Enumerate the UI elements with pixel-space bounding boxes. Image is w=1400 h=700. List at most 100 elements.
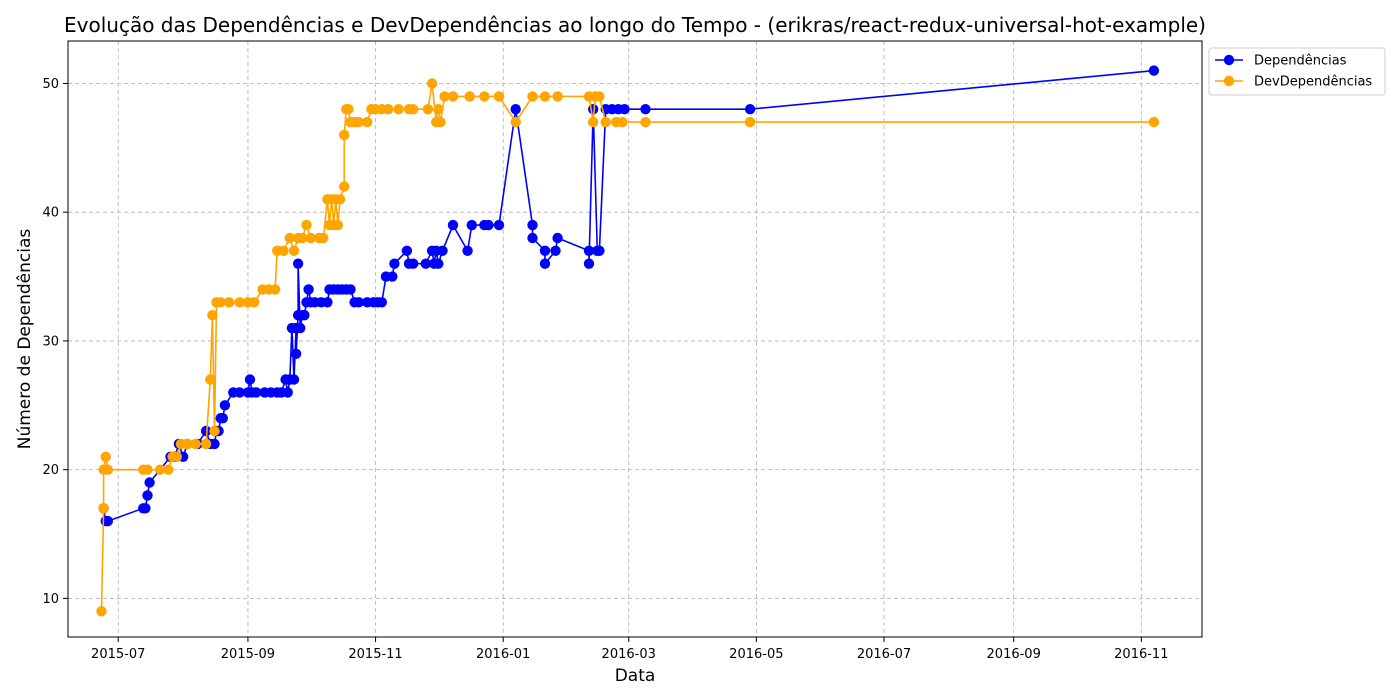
data-point: [382, 104, 394, 115]
legend-label: DevDependências: [1254, 75, 1372, 90]
data-point: [433, 258, 444, 269]
x-tick-label: 2015-07: [91, 647, 145, 662]
legend-label: Dependências: [1254, 54, 1347, 69]
data-point: [322, 297, 333, 308]
x-axis-label: Data: [615, 666, 656, 686]
data-point: [583, 245, 595, 256]
data-point: [435, 116, 446, 128]
data-point: [163, 464, 174, 475]
data-point: [244, 374, 256, 385]
data-point: [466, 219, 477, 231]
data-point: [299, 310, 310, 321]
series-DevDependências: [96, 78, 1160, 617]
data-point: [345, 284, 356, 295]
data-point: [433, 104, 444, 115]
data-point: [234, 387, 245, 398]
data-point: [353, 116, 364, 128]
data-point: [483, 219, 494, 231]
data-point: [510, 104, 521, 115]
data-point: [1148, 116, 1160, 128]
data-point: [426, 78, 438, 89]
data-point: [389, 258, 400, 269]
data-point: [552, 232, 563, 244]
data-point: [600, 116, 611, 128]
data-point: [362, 116, 373, 128]
data-point: [332, 219, 344, 231]
data-point: [249, 297, 260, 308]
x-tick-label: 2016-11: [1114, 647, 1168, 662]
data-point: [619, 104, 630, 115]
data-point: [588, 116, 599, 128]
data-point: [98, 503, 109, 514]
legend-marker: [1223, 54, 1235, 66]
data-point: [305, 232, 316, 244]
data-point: [343, 104, 354, 115]
data-point: [297, 232, 308, 244]
data-point: [493, 219, 505, 231]
data-point: [640, 104, 651, 115]
series-layer: [96, 65, 1160, 617]
data-point: [301, 219, 312, 231]
x-tick-label: 2016-09: [987, 647, 1041, 662]
legend-marker: [1223, 75, 1235, 87]
data-point: [318, 232, 329, 244]
data-point: [439, 91, 450, 102]
legend-box: [1208, 47, 1386, 96]
data-point: [171, 451, 182, 462]
data-point: [100, 451, 111, 462]
data-point: [408, 258, 419, 269]
y-tick-label: 40: [42, 206, 59, 221]
data-point: [288, 374, 300, 385]
data-point: [205, 374, 216, 385]
data-point: [447, 219, 459, 231]
data-point: [339, 129, 350, 141]
y-tick-label: 30: [42, 334, 59, 349]
data-point: [290, 348, 302, 359]
y-tick-label: 20: [42, 463, 59, 478]
series-line: [100, 82, 1154, 612]
chart-title: Evolução das Dependências e DevDependênc…: [64, 13, 1206, 37]
data-point: [437, 245, 448, 256]
tick-layer: 2015-07 2015-09 2015-11 2016-01 2016-03 2016-…: [42, 77, 1168, 662]
legend-entry: Dependências: [1215, 54, 1347, 69]
data-point: [744, 116, 756, 128]
grid-layer: [68, 41, 1202, 637]
x-tick-label: 2015-09: [221, 647, 275, 662]
data-point: [1148, 65, 1160, 76]
legend-entries: Dependências DevDependências: [1215, 54, 1372, 90]
data-point: [479, 91, 490, 102]
data-point: [142, 490, 153, 501]
data-point: [234, 297, 245, 308]
data-point: [527, 232, 538, 244]
data-point: [539, 258, 551, 269]
data-point: [200, 425, 212, 437]
data-point: [295, 322, 306, 334]
data-point: [284, 232, 295, 244]
data-point: [401, 245, 413, 256]
data-point: [190, 438, 201, 450]
data-point: [617, 116, 628, 128]
data-point: [269, 284, 281, 295]
data-point: [278, 245, 289, 256]
data-point: [539, 245, 551, 256]
data-point: [207, 310, 218, 321]
data-point: [200, 438, 212, 450]
data-point: [527, 219, 538, 231]
data-point: [493, 91, 505, 102]
data-point: [583, 258, 595, 269]
data-point: [251, 387, 262, 398]
data-point: [102, 515, 114, 527]
data-point: [527, 91, 538, 102]
legend: Dependências DevDependências: [1208, 47, 1386, 96]
data-point: [154, 464, 166, 475]
data-point: [387, 271, 398, 282]
data-point: [353, 297, 364, 308]
data-point: [376, 297, 387, 308]
data-point: [744, 104, 756, 115]
x-tick-label: 2015-11: [348, 647, 402, 662]
data-point: [102, 464, 114, 475]
data-point: [140, 503, 151, 514]
data-point: [182, 438, 193, 450]
plot-frame: [67, 40, 1203, 638]
data-point: [539, 91, 551, 102]
